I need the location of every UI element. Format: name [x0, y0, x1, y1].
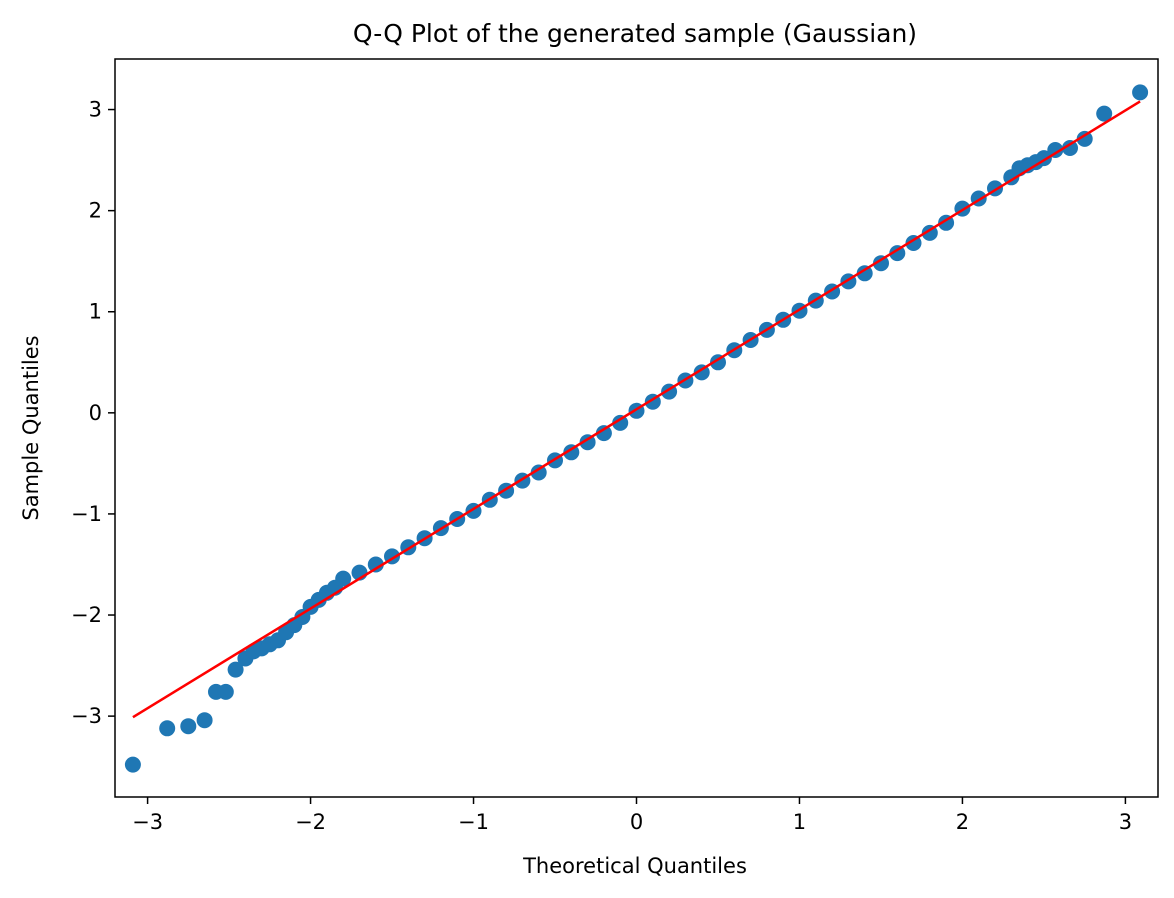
y-axis-label: Sample Quantiles	[19, 335, 43, 520]
qq-point	[335, 570, 352, 587]
y-tick-label: −1	[71, 502, 102, 526]
x-tick-label: 2	[956, 810, 969, 834]
qq-point	[873, 255, 889, 272]
qq-point	[180, 718, 197, 735]
y-tick-label: −2	[71, 603, 102, 627]
y-axis: −3 −2 −1 0 1 2 3	[71, 98, 115, 728]
x-tick-label: 3	[1119, 810, 1132, 834]
qq-point	[530, 464, 547, 481]
qq-point	[124, 756, 141, 773]
qq-point	[1096, 105, 1113, 122]
y-tick-label: 2	[89, 199, 102, 223]
qq-point	[367, 556, 384, 573]
y-tick-label: 3	[89, 98, 102, 122]
qq-point	[889, 245, 906, 262]
qq-point	[1047, 142, 1064, 158]
x-tick-label: 1	[793, 810, 806, 834]
x-tick-label: −3	[132, 810, 163, 834]
reference-line	[132, 100, 1141, 719]
qq-point	[563, 444, 580, 461]
x-tick-label: 0	[630, 810, 643, 834]
y-tick-label: 0	[89, 401, 102, 425]
y-tick-label: −3	[71, 704, 102, 728]
plot-area	[124, 84, 1149, 773]
qq-point	[1132, 84, 1149, 101]
qq-point	[905, 235, 922, 251]
x-axis: −3 −2 −1 0 1 2 3	[132, 797, 1132, 834]
chart-title: Q-Q Plot of the generated sample (Gaussi…	[353, 19, 917, 48]
qq-point	[1062, 140, 1078, 156]
qq-point	[227, 661, 244, 678]
qq-point	[595, 425, 612, 442]
qq-point	[196, 712, 213, 729]
qq-point	[159, 720, 176, 737]
qq-point	[1076, 130, 1093, 147]
x-tick-label: −2	[295, 810, 326, 834]
x-tick-label: −1	[458, 810, 489, 834]
qq-point	[612, 414, 629, 431]
x-axis-label: Theoretical Quantiles	[522, 854, 747, 878]
qq-point	[856, 265, 873, 282]
qq-point	[217, 683, 234, 700]
y-tick-label: 1	[89, 300, 102, 324]
